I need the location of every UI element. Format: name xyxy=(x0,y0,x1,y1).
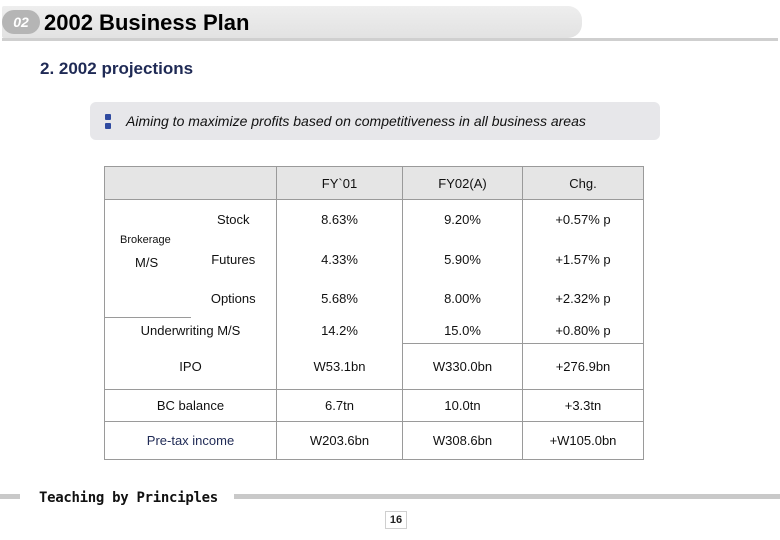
col-header-fy02: FY02(A) xyxy=(402,166,523,200)
cell-fy02: 9.20% xyxy=(402,199,523,240)
cell-fy02: 15.0% xyxy=(402,317,523,344)
table-header-row: FY`01 FY02(A) Chg. xyxy=(104,166,644,200)
table-row: Underwriting M/S 14.2% 15.0% +0.80% p xyxy=(104,317,644,344)
title-bar xyxy=(2,6,582,38)
cell-fy01: W203.6bn xyxy=(276,421,403,460)
table-row: Futures 4.33% 5.90% +1.57% p xyxy=(105,239,644,280)
cell-fy02: 8.00% xyxy=(402,279,523,318)
section-badge: 02 xyxy=(2,10,40,34)
title-underline xyxy=(2,38,778,41)
cell-fy01: 4.33% xyxy=(276,239,403,280)
cell-fy02: 5.90% xyxy=(402,239,523,280)
row-label: IPO xyxy=(104,343,277,390)
cell-chg: +W105.0bn xyxy=(522,421,644,460)
cell-chg: +0.80% p xyxy=(522,317,644,344)
cell-fy01: W53.1bn xyxy=(276,343,403,390)
cell-chg: +3.3tn xyxy=(522,389,644,422)
brokerage-group-cell: Brokerage M/S xyxy=(104,199,191,318)
aim-text: Aiming to maximize profits based on comp… xyxy=(126,113,586,129)
row-label: Underwriting M/S xyxy=(104,317,277,344)
brokerage-ms-label: M/S xyxy=(135,255,159,270)
row-label: Pre-tax income xyxy=(104,421,277,460)
cell-chg: +0.57% p xyxy=(522,199,644,240)
table-row: BC balance 6.7tn 10.0tn +3.3tn xyxy=(104,389,644,422)
table-row: Pre-tax income W203.6bn W308.6bn +W105.0… xyxy=(104,421,644,460)
row-label: BC balance xyxy=(104,389,277,422)
cell-fy01: 14.2% xyxy=(276,317,403,344)
row-label: Options xyxy=(190,279,277,318)
aim-callout xyxy=(90,102,660,140)
cell-chg: +1.57% p xyxy=(522,239,644,280)
cell-fy02: W330.0bn xyxy=(402,343,523,390)
footer-text: Teaching by Principles xyxy=(39,490,218,506)
cell-fy01: 6.7tn xyxy=(276,389,403,422)
table-row: IPO W53.1bn W330.0bn +276.9bn xyxy=(104,343,644,390)
cell-fy02: W308.6bn xyxy=(402,421,523,460)
row-label: Stock xyxy=(190,199,277,240)
cell-chg: +2.32% p xyxy=(522,279,644,318)
col-header-fy01: FY`01 xyxy=(276,166,403,200)
bullet-icon xyxy=(105,114,111,130)
footer-rule-right xyxy=(234,494,780,499)
projections-table: FY`01 FY02(A) Chg. Brokerage M/S Stock 8… xyxy=(104,166,644,460)
footer-rule-left xyxy=(0,494,20,499)
table-row: Brokerage M/S Stock 8.63% 9.20% +0.57% p xyxy=(104,199,644,318)
header-blank-cell xyxy=(104,166,277,200)
page-number: 16 xyxy=(385,511,407,529)
row-label: Futures xyxy=(190,239,277,280)
brokerage-label: Brokerage xyxy=(120,234,171,246)
cell-fy01: 5.68% xyxy=(276,279,403,318)
cell-chg: +276.9bn xyxy=(522,343,644,390)
col-header-chg: Chg. xyxy=(522,166,644,200)
table-row: Options 5.68% 8.00% +2.32% p xyxy=(105,279,644,318)
page-title: 2002 Business Plan xyxy=(44,10,250,35)
cell-fy01: 8.63% xyxy=(276,199,403,240)
section-subtitle: 2. 2002 projections xyxy=(40,59,194,78)
cell-fy02: 10.0tn xyxy=(402,389,523,422)
